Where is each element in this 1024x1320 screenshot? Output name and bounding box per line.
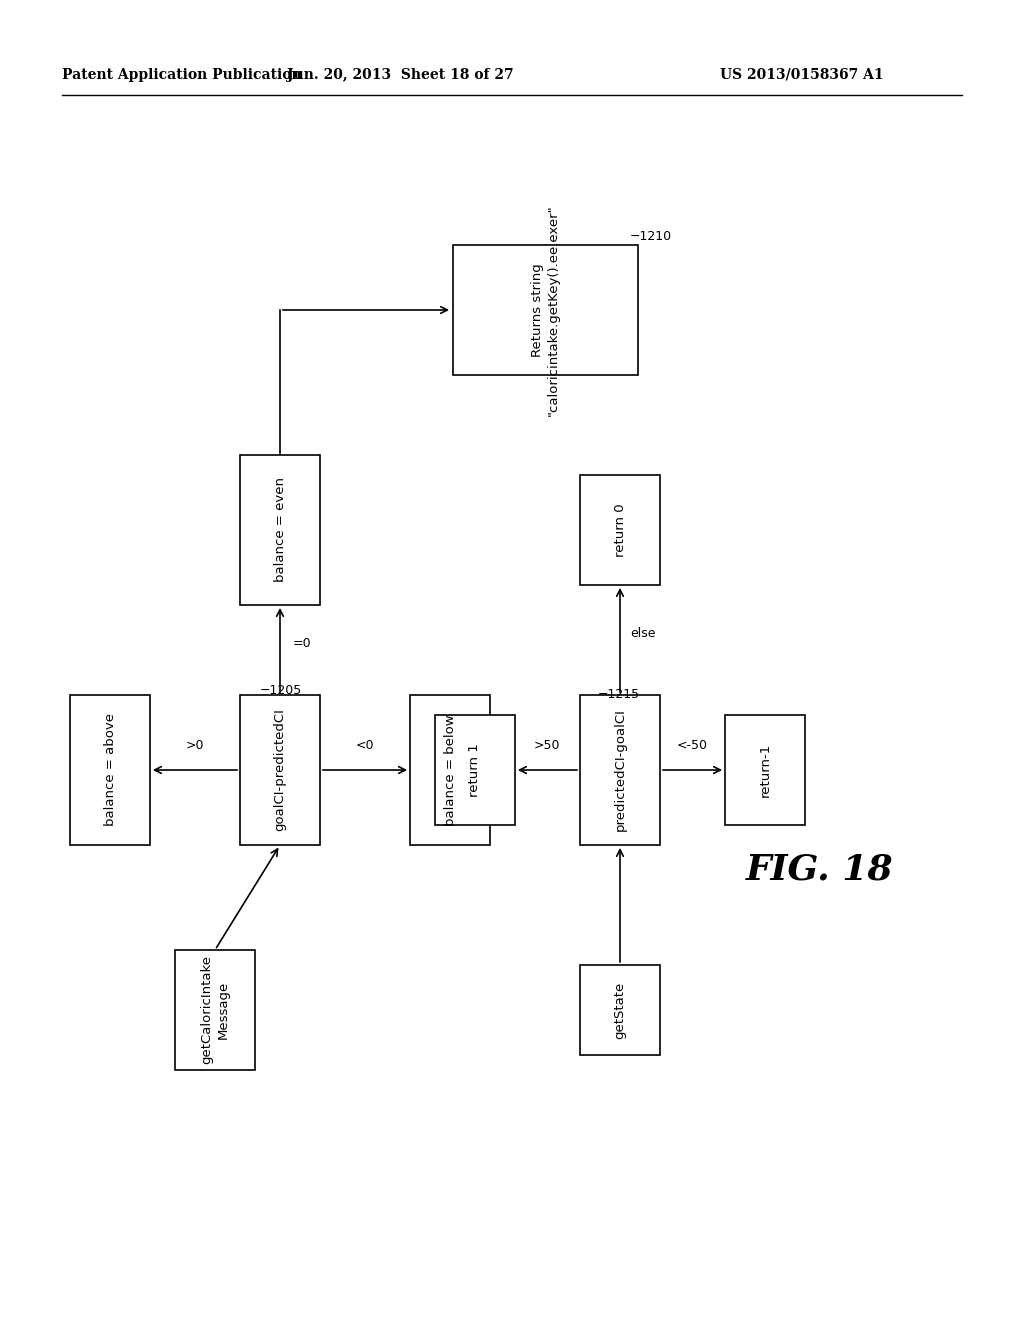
Text: return-1: return-1 [759, 743, 771, 797]
Text: goalCI-predictedCI: goalCI-predictedCI [273, 709, 287, 832]
Text: return 1: return 1 [469, 743, 481, 797]
Text: predictedCI-goalCI: predictedCI-goalCI [613, 709, 627, 832]
Text: balance = even: balance = even [273, 478, 287, 582]
Bar [240, 455, 319, 605]
Text: FIG. 18: FIG. 18 [746, 853, 894, 887]
Text: <0: <0 [355, 739, 374, 752]
Text: return 0: return 0 [613, 503, 627, 557]
Text: =0: =0 [293, 638, 311, 649]
Bar [580, 696, 660, 845]
Text: else: else [630, 627, 655, 640]
Bar [725, 715, 805, 825]
Text: Returns string
"caloricintake.getKey().ee.exer": Returns string "caloricintake.getKey().e… [530, 205, 559, 416]
Text: >50: >50 [534, 739, 560, 752]
Text: getCaloricIntake
Message: getCaloricIntake Message [201, 956, 229, 1064]
Text: Patent Application Publication: Patent Application Publication [62, 69, 302, 82]
Text: US 2013/0158367 A1: US 2013/0158367 A1 [720, 69, 884, 82]
Bar [580, 475, 660, 585]
Bar [435, 715, 515, 825]
Bar [70, 696, 150, 845]
Text: >0: >0 [185, 739, 204, 752]
Text: <-50: <-50 [677, 739, 708, 752]
Bar [175, 950, 255, 1071]
Bar [580, 965, 660, 1055]
Bar [410, 696, 490, 845]
Text: −1205: −1205 [260, 684, 302, 697]
Bar [240, 696, 319, 845]
Text: −1210: −1210 [630, 231, 672, 243]
Text: balance = below: balance = below [443, 714, 457, 826]
Bar [453, 246, 638, 375]
Text: −1215: −1215 [598, 689, 640, 701]
Text: balance = above: balance = above [103, 714, 117, 826]
Text: getState: getState [613, 981, 627, 1039]
Text: Jun. 20, 2013  Sheet 18 of 27: Jun. 20, 2013 Sheet 18 of 27 [287, 69, 513, 82]
